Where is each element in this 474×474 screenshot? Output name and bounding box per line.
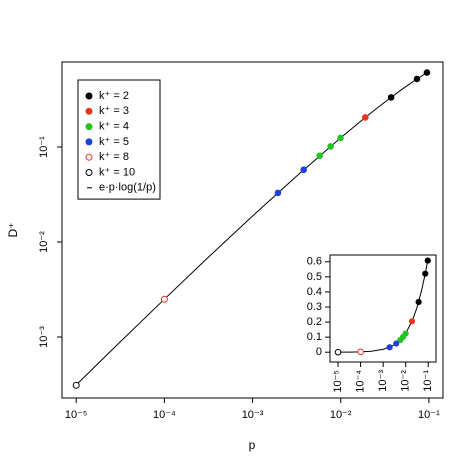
x-tick-label: 10⁻⁵ [65, 409, 88, 421]
legend-label: k⁺ = 10 [99, 166, 135, 178]
point [386, 344, 393, 351]
x-tick-label: 10⁻⁴ [355, 370, 367, 393]
point [393, 340, 400, 347]
legend-label: k⁺ = 8 [99, 151, 129, 163]
x-tick-label: 10⁻⁵ [332, 370, 344, 393]
x-axis-label: p [249, 438, 256, 452]
y-tick-label: 0.6 [307, 256, 322, 268]
legend-label: k⁺ = 5 [99, 136, 129, 148]
point [327, 143, 334, 150]
inset-frame [329, 254, 437, 363]
legend-marker [85, 169, 93, 176]
x-tick-label: 10⁻⁴ [153, 409, 176, 421]
point [337, 134, 344, 142]
x-tick-label: 10⁻¹ [422, 370, 434, 392]
point [334, 348, 342, 356]
legend-label: k⁺ = 3 [99, 105, 129, 117]
point [362, 114, 369, 121]
y-axis-label: D⁺ [6, 223, 20, 238]
point [387, 94, 395, 101]
legend-marker [85, 123, 93, 131]
y-tick-label: 0.2 [307, 316, 322, 328]
x-tick-label: 10⁻² [330, 409, 352, 421]
point [413, 75, 421, 83]
y-tick-label: 0.5 [307, 271, 322, 283]
y-tick-label: 0.3 [307, 301, 322, 313]
point [72, 381, 80, 389]
legend-label: e·p·log(1/p) [99, 182, 156, 194]
legend-box [77, 79, 161, 200]
legend-label: k⁺ = 4 [99, 121, 129, 133]
point [316, 152, 323, 160]
point [300, 166, 307, 174]
legend-marker [85, 138, 93, 146]
legend-marker [85, 107, 93, 115]
legend-marker [85, 92, 93, 100]
x-tick-label: 10⁻³ [377, 370, 389, 392]
point [160, 295, 168, 303]
legend-label: k⁺ = 2 [99, 90, 129, 102]
point [402, 330, 409, 337]
point [415, 298, 422, 306]
y-tick-label: 10⁻¹ [38, 136, 50, 158]
y-tick-label: 10⁻³ [38, 326, 50, 348]
y-tick-label: 0.1 [307, 331, 322, 343]
point [422, 270, 429, 277]
x-tick-label: 10⁻³ [242, 409, 264, 421]
x-tick-label: 10⁻¹ [418, 409, 440, 421]
y-tick-label: 10⁻² [38, 231, 50, 253]
legend-marker [85, 153, 93, 161]
y-tick-label: 0 [316, 346, 322, 358]
point [423, 69, 431, 76]
point [408, 318, 416, 325]
x-tick-label: 10⁻² [400, 370, 412, 392]
point [424, 257, 431, 264]
point [274, 189, 282, 197]
point [357, 348, 364, 356]
y-tick-label: 0.4 [307, 286, 322, 298]
